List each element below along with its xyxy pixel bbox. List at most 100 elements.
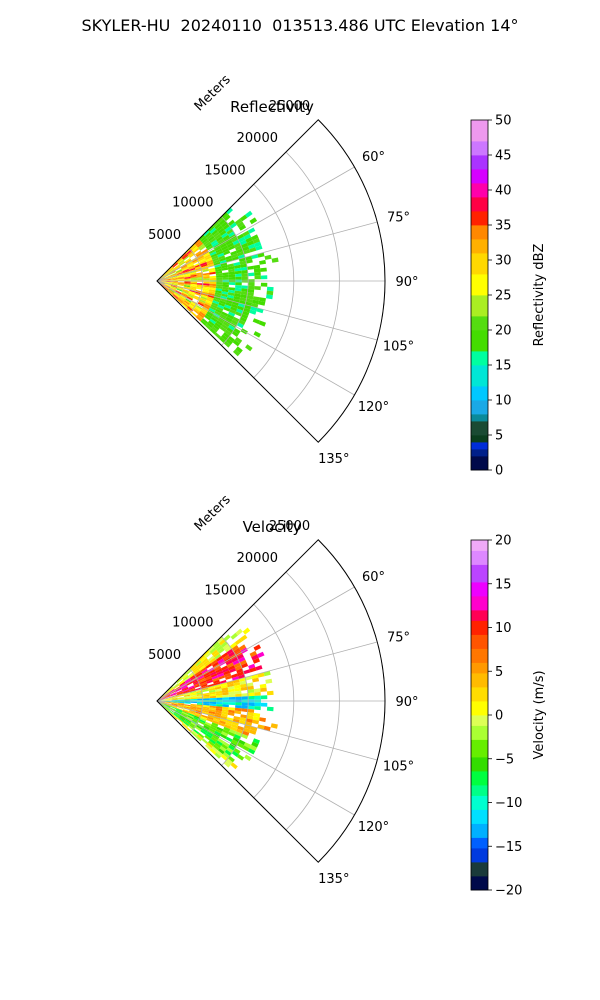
echo-cell (178, 260, 185, 266)
echo-cell (172, 294, 178, 300)
echo-cell (209, 251, 217, 256)
echo-cell (164, 283, 171, 286)
echo-cell (163, 285, 170, 290)
echo-cell (206, 322, 213, 329)
echo-cell (170, 274, 178, 277)
echo-cell (222, 704, 229, 708)
echo-cell (232, 718, 240, 723)
echo-cell (221, 713, 228, 718)
echo-cell (208, 291, 216, 295)
echo-cell (207, 294, 215, 299)
echo-cell (185, 679, 192, 684)
echo-cell (188, 686, 195, 690)
echo-cell (229, 667, 237, 673)
echo-cell (214, 233, 222, 240)
echo-cell (173, 713, 179, 719)
echo-cell (199, 258, 206, 263)
echo-cell (235, 705, 242, 709)
echo-cell (222, 286, 229, 290)
colorbar-segment (471, 274, 488, 278)
echo-cell (240, 266, 248, 271)
echo-cell (164, 274, 171, 278)
echo-cell (181, 253, 188, 259)
colorbar-segment (471, 774, 488, 779)
colorbar-segment (471, 144, 488, 149)
echo-cell (214, 653, 222, 660)
echo-cell (227, 686, 235, 690)
echo-cell (168, 709, 174, 715)
echo-cell (214, 332, 221, 339)
echo-cell (209, 283, 217, 287)
colorbar-segment (471, 697, 488, 702)
echo-cell (206, 259, 214, 264)
range-tick-label: 10000 (172, 196, 213, 211)
colorbar-segment (471, 813, 488, 817)
echo-cell (164, 695, 171, 699)
echo-cell (213, 261, 221, 266)
echo-cell (204, 735, 211, 741)
echo-cell (210, 659, 218, 666)
azimuth-gridline (156, 586, 355, 702)
range-axis-label: Meters (192, 492, 234, 534)
echo-cell (192, 246, 199, 252)
echo-cell (172, 262, 178, 268)
echo-cell (194, 659, 201, 665)
echo-cell (204, 661, 211, 667)
echo-cell (232, 659, 240, 666)
echo-cell (240, 263, 248, 268)
echo-cell (209, 671, 217, 676)
colorbar-segment (471, 176, 488, 180)
echo-cell (186, 261, 193, 266)
echo-cell (222, 247, 230, 253)
colorbar-segment (471, 641, 488, 646)
colorbar-segment (471, 291, 488, 296)
colorbar-segment (471, 183, 488, 187)
echo-cell (165, 279, 172, 281)
echo-cell (199, 717, 207, 722)
echo-cell (181, 265, 188, 270)
colorbar-segment (471, 312, 488, 317)
echo-cell (231, 303, 239, 309)
echo-cell (220, 295, 228, 300)
echo-cell (208, 289, 216, 293)
colorbar-tick-label: 25 (495, 289, 512, 304)
echo-cell (225, 302, 232, 307)
echo-cell (239, 260, 247, 265)
echo-cell (248, 282, 255, 287)
sector-outline (156, 539, 386, 863)
echo-cell (235, 696, 242, 700)
echo-cell (176, 709, 183, 713)
colorbar-segment (471, 428, 488, 432)
colorbar-segment (471, 848, 488, 852)
echo-cell (171, 279, 178, 281)
echo-cell (181, 685, 188, 690)
azimuth-tick-label: 60° (362, 150, 385, 165)
colorbar-tick-label: −20 (495, 884, 522, 899)
echo-cell (206, 298, 214, 303)
colorbar-segment (471, 246, 488, 250)
echo-cell (211, 746, 218, 753)
panel-title: Reflectivity (230, 98, 314, 116)
echo-cell (192, 718, 200, 723)
colorbar-segment (471, 599, 488, 604)
echo-cell (191, 311, 197, 318)
echo-cell (190, 282, 198, 285)
echo-cell (232, 298, 240, 303)
colorbar-segment (471, 725, 488, 730)
echo-cell (221, 711, 229, 715)
echo-cell (184, 279, 191, 281)
echo-cell (205, 677, 213, 682)
colorbar-segment (471, 214, 488, 219)
echo-cell (214, 712, 222, 716)
colorbar-segment (471, 141, 488, 145)
echo-cell (213, 651, 220, 658)
echo-cell (190, 274, 197, 277)
echo-cell (233, 261, 241, 266)
echo-cell (217, 636, 224, 644)
echo-cell (226, 327, 234, 334)
echo-cell (171, 699, 178, 701)
echo-cell (168, 268, 175, 273)
echo-cell (215, 708, 223, 712)
echo-cell (241, 693, 249, 697)
echo-cell (206, 731, 214, 737)
